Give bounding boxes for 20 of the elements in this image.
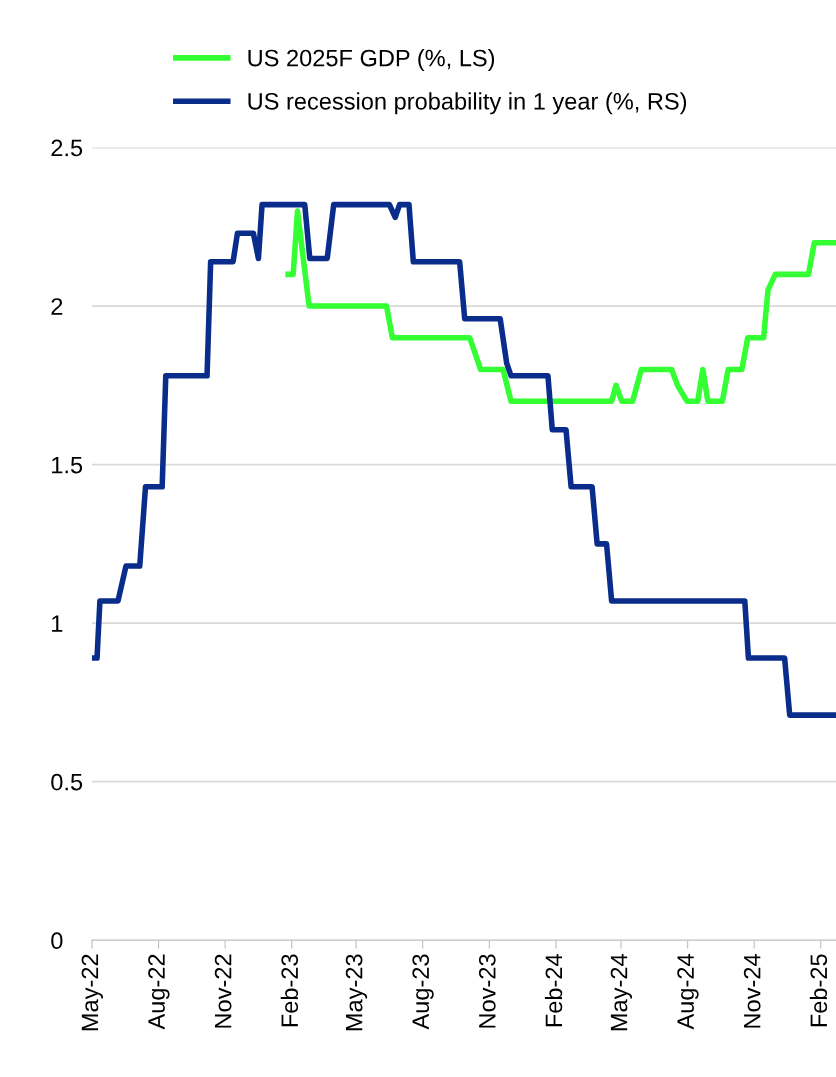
- legend-label: US 2025F GDP (%, LS): [248, 49, 495, 72]
- y-tick-label: 0.5: [51, 773, 83, 791]
- y-tick-label: 1: [52, 615, 63, 632]
- x-tick-label: Nov-24: [743, 954, 761, 1028]
- x-tick-label: May-24: [610, 954, 633, 1031]
- y-tick-label: 2: [51, 298, 63, 315]
- y-tick-label: 1.5: [52, 456, 83, 474]
- x-tick-label: Aug-23: [412, 954, 434, 1030]
- y-tick-label: 0: [51, 932, 63, 950]
- x-tick-label: Feb-24: [544, 954, 563, 1027]
- x-tick-label: Feb-23: [280, 954, 299, 1027]
- legend-label: US recession probability in 1 year (%, RS): [248, 92, 687, 115]
- x-tick-label: Aug-24: [677, 954, 699, 1030]
- x-tick-label: May-22: [81, 954, 103, 1031]
- x-tick-label: Feb-25: [809, 954, 828, 1027]
- x-tick-label: Nov-23: [478, 954, 496, 1028]
- x-tick-label: May-23: [345, 954, 368, 1031]
- x-tick-label: Aug-22: [148, 954, 170, 1030]
- x-tick-label: Nov-22: [214, 954, 232, 1028]
- y-tick-label: 2.5: [51, 139, 83, 157]
